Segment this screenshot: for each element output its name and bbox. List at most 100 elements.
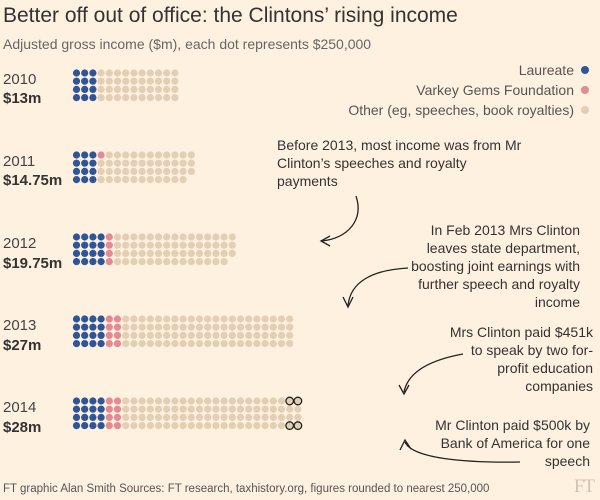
dot-laureate bbox=[81, 249, 89, 257]
dot-other bbox=[138, 323, 146, 331]
dot-other bbox=[154, 94, 163, 102]
dot-other bbox=[113, 167, 122, 175]
dot-other bbox=[154, 69, 163, 77]
dot-varkey bbox=[113, 422, 122, 430]
dot-other bbox=[204, 397, 212, 405]
dot-other bbox=[253, 323, 261, 331]
dot-other bbox=[253, 422, 261, 430]
dot-laureate bbox=[89, 94, 97, 102]
dot-laureate bbox=[97, 413, 105, 421]
annotation-arrows bbox=[319, 195, 521, 463]
dot-other bbox=[171, 413, 179, 421]
dot-other bbox=[154, 241, 163, 249]
dot-other bbox=[195, 323, 204, 331]
legend-swatch-other bbox=[581, 106, 589, 114]
dot-laureate bbox=[89, 159, 97, 167]
dot-other bbox=[138, 249, 146, 257]
legend-label: Other (eg, speeches, book royalties) bbox=[348, 102, 574, 118]
dot-other bbox=[138, 159, 146, 167]
dot-other bbox=[212, 233, 220, 241]
dot-other bbox=[228, 331, 236, 339]
dot-other bbox=[122, 397, 130, 405]
dot-laureate bbox=[72, 331, 81, 339]
dot-other bbox=[220, 422, 228, 430]
dot-other bbox=[171, 323, 179, 331]
dot-laureate bbox=[72, 159, 81, 167]
dot-varkey bbox=[105, 405, 113, 413]
dot-laureate bbox=[81, 340, 89, 348]
dot-other bbox=[163, 323, 171, 331]
annotation-feb-2013: In Feb 2013 Mrs Clinton leaves state dep… bbox=[411, 222, 580, 310]
dot-other bbox=[146, 241, 154, 249]
dot-other bbox=[212, 323, 220, 331]
dot-other bbox=[130, 258, 138, 266]
dot-laureate bbox=[81, 167, 89, 175]
dot-other bbox=[138, 94, 146, 102]
dot-other bbox=[113, 176, 122, 184]
dot-other bbox=[212, 249, 220, 257]
dot-other bbox=[187, 167, 195, 175]
dot-other bbox=[146, 323, 154, 331]
dot-other bbox=[130, 397, 138, 405]
dot-other bbox=[113, 77, 122, 85]
dot-other bbox=[105, 69, 113, 77]
dot-laureate bbox=[72, 233, 81, 241]
dot-other bbox=[204, 323, 212, 331]
dot-laureate bbox=[81, 315, 89, 323]
dot-laureate bbox=[81, 151, 89, 159]
dot-other bbox=[187, 323, 195, 331]
dot-other bbox=[220, 323, 228, 331]
dot-other bbox=[122, 94, 130, 102]
dot-group-2012 bbox=[72, 233, 236, 266]
dot-group-2014 bbox=[72, 396, 303, 431]
dot-other bbox=[97, 77, 105, 85]
dot-other bbox=[253, 340, 261, 348]
dot-other bbox=[236, 405, 245, 413]
dot-other bbox=[105, 167, 113, 175]
dot-other bbox=[212, 315, 220, 323]
dot-other bbox=[195, 258, 204, 266]
dot-other bbox=[97, 69, 105, 77]
dot-laureate bbox=[81, 323, 89, 331]
dot-other bbox=[294, 397, 302, 405]
dot-laureate bbox=[81, 176, 89, 184]
dot-other bbox=[154, 422, 163, 430]
dot-other bbox=[245, 413, 253, 421]
dot-other bbox=[179, 241, 187, 249]
dot-other bbox=[179, 151, 187, 159]
dot-other bbox=[187, 397, 195, 405]
dot-laureate bbox=[72, 249, 81, 257]
dot-laureate bbox=[72, 167, 81, 175]
dot-laureate bbox=[89, 413, 97, 421]
dot-laureate bbox=[81, 69, 89, 77]
dot-laureate bbox=[89, 233, 97, 241]
dot-other bbox=[171, 422, 179, 430]
dot-other bbox=[122, 176, 130, 184]
dot-other bbox=[171, 85, 179, 93]
dot-varkey bbox=[105, 331, 113, 339]
dot-other bbox=[130, 77, 138, 85]
dot-other bbox=[113, 258, 122, 266]
dot-laureate bbox=[81, 405, 89, 413]
dot-other bbox=[286, 405, 294, 413]
dot-other bbox=[261, 405, 269, 413]
dot-laureate bbox=[89, 340, 97, 348]
dot-other bbox=[269, 315, 277, 323]
dot-laureate bbox=[81, 413, 89, 421]
dot-other bbox=[163, 151, 171, 159]
dot-other bbox=[163, 405, 171, 413]
dot-other bbox=[171, 405, 179, 413]
dots-layer bbox=[72, 69, 303, 431]
dot-other bbox=[163, 233, 171, 241]
dot-other bbox=[179, 315, 187, 323]
dot-other bbox=[245, 405, 253, 413]
dot-other bbox=[212, 397, 220, 405]
dot-laureate bbox=[89, 69, 97, 77]
dot-other bbox=[154, 331, 163, 339]
dot-laureate bbox=[72, 151, 81, 159]
dot-laureate bbox=[81, 422, 89, 430]
dot-other bbox=[130, 405, 138, 413]
total-label-2011: $14.75m bbox=[3, 172, 63, 189]
dot-laureate bbox=[97, 315, 105, 323]
